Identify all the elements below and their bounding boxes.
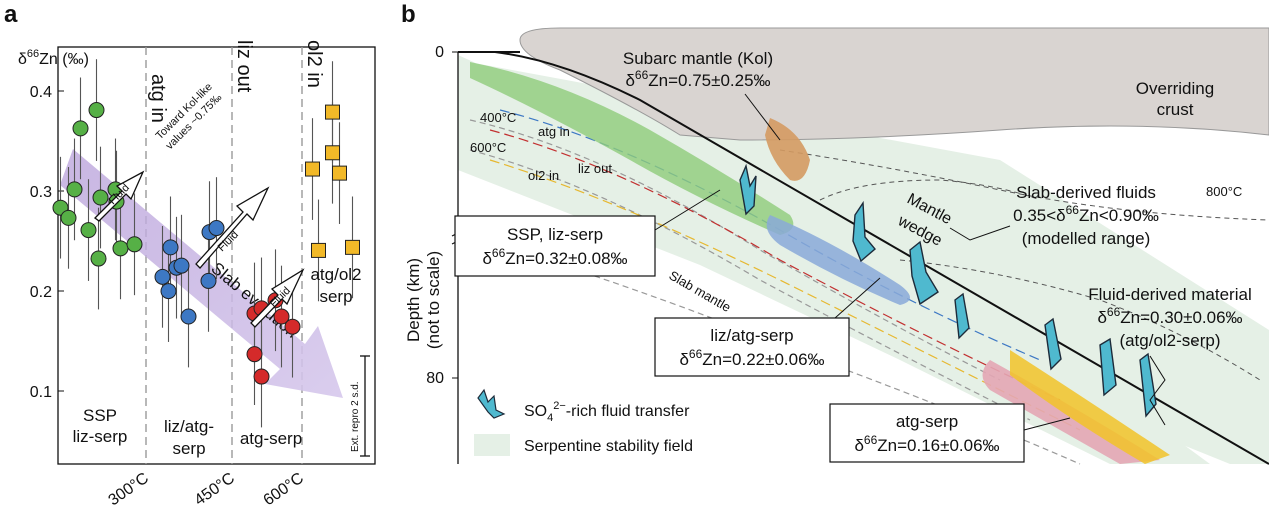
data-point [92, 189, 109, 206]
phase-label-atg-in: atg in [147, 74, 169, 123]
y-axis-title-b-2: (not to scale) [424, 251, 443, 349]
box-liz-value: δ66Zn=0.22±0.06‰ [679, 347, 824, 369]
data-point [72, 120, 89, 137]
group-label-atg: atg-serp [240, 429, 302, 448]
fluids-label-2: 0.35<δ66Zn<0.90‰ [1013, 203, 1159, 225]
ytick-0.1: 0.1 [30, 384, 52, 401]
data-point [154, 268, 171, 285]
data-point [160, 283, 177, 300]
box-liz-title: liz/atg-serp [710, 326, 793, 345]
slab-top-line [458, 51, 1269, 465]
data-point [332, 165, 347, 181]
fluids-leader [949, 225, 1011, 241]
data-markers [52, 102, 360, 385]
ytick-0.3: 0.3 [30, 184, 52, 201]
fluid-arrow-2 [195, 186, 270, 269]
data-point [311, 242, 326, 258]
subarc-leader [744, 93, 781, 141]
plot-a-frame [57, 46, 376, 465]
fdm-label-2: δ66Zn=0.30±0.06‰ [1097, 305, 1242, 327]
box-atg: atg-serp δ66Zn=0.16±0.06‰ [829, 403, 1071, 463]
data-point [200, 272, 217, 289]
ext-repro-bar: Ext. repro 2 s.d. [350, 355, 370, 457]
fdm-leader [1149, 355, 1166, 426]
data-point [273, 308, 290, 325]
group-label-ssp-2: liz-serp [73, 427, 128, 446]
data-point [162, 239, 179, 256]
data-point [66, 181, 83, 198]
isotherm-800: 800°C [1206, 184, 1242, 199]
temp-label-450: 450°C [192, 470, 238, 510]
fluid-transfer-icon [477, 388, 506, 419]
legend-fluid-label: SO42−-rich fluid transfer [524, 400, 690, 424]
slab-evolution-arrow [60, 149, 343, 398]
box-ssp-value: δ66Zn=0.32±0.08‰ [482, 246, 627, 268]
phase-label-liz-out: liz out [233, 40, 255, 93]
fluid-arrow-3 [250, 268, 305, 328]
panel-b: b [401, 1, 1269, 465]
fdm-label-3: (atg/ol2-serp) [1119, 331, 1220, 350]
data-point [325, 145, 340, 161]
fluids-label-1: Slab-derived fluids [1016, 183, 1156, 202]
group-label-lizatg-1: liz/atg- [164, 417, 214, 436]
panel-a: a δ66Zn (‰) 0.4 0.3 0.2 0.1 atg in liz o… [4, 1, 376, 510]
box-atg-title: atg-serp [896, 412, 958, 431]
box-atg-value: δ66Zn=0.16±0.06‰ [854, 433, 999, 455]
box-liz: liz/atg-serp δ66Zn=0.22±0.06‰ [654, 277, 881, 377]
temp-label-600: 600°C [261, 470, 307, 510]
panel-b-label: b [401, 1, 416, 28]
y-axis-title-a: δ66Zn (‰) [18, 48, 89, 68]
subarc-title: Subarc mantle (Kol) [623, 49, 773, 68]
data-point [112, 240, 129, 257]
phase-label-ol2-in: ol2 in [303, 40, 325, 88]
data-point [126, 236, 143, 253]
subarc-value: δ66Zn=0.75±0.25‰ [625, 68, 770, 90]
group-label-ssp-1: SSP [83, 406, 117, 425]
data-point [284, 318, 301, 335]
data-point [88, 102, 105, 119]
overriding-label-1: Overriding [1136, 79, 1214, 98]
temp-label-300: 300°C [106, 470, 152, 510]
serpentinite-bodies [470, 62, 1170, 464]
group-label-ol2-1: atg/ol2 [310, 265, 361, 284]
ytick-0.2: 0.2 [30, 284, 52, 301]
group-label-ol2-2: serp [319, 287, 352, 306]
y-ticks-a: 0.4 0.3 0.2 0.1 [30, 84, 64, 401]
isotherm-400: 400°C [480, 110, 516, 125]
data-point [90, 250, 107, 267]
fluids-label-3: (modelled range) [1022, 229, 1151, 248]
fluid-veins [739, 163, 1157, 418]
ytick-b-80-label: 80 [426, 370, 444, 387]
group-label-lizatg-2: serp [172, 439, 205, 458]
data-point [208, 220, 225, 237]
data-point [60, 209, 77, 226]
isotherm-600: 600°C [470, 140, 506, 155]
y-axis-title-b-1: Depth (km) [404, 258, 423, 342]
data-point [80, 222, 97, 239]
data-point [345, 239, 360, 255]
phase-atg-in-b: atg in [538, 124, 570, 139]
serp-field-swatch [474, 434, 510, 456]
phase-ol2-in-b: ol2 in [528, 168, 559, 183]
phase-liz-out-b: liz out [578, 161, 612, 176]
legend-b: SO42−-rich fluid transfer Serpentine sta… [474, 388, 693, 456]
legend-serp-label: Serpentine stability field [524, 438, 693, 455]
data-point [305, 161, 320, 177]
overriding-label-2: crust [1157, 100, 1194, 119]
fdm-label-1: Fluid-derived material [1088, 285, 1251, 304]
box-ssp: SSP, liz-serp δ66Zn=0.32±0.08‰ [454, 189, 721, 277]
fluid-arrow-1 [94, 170, 145, 222]
box-ssp-title: SSP, liz-serp [507, 225, 603, 244]
data-point [246, 346, 263, 363]
ytick-0.4: 0.4 [30, 84, 52, 101]
data-point [180, 308, 197, 325]
ext-repro-label: Ext. repro 2 s.d. [350, 381, 361, 452]
data-point [253, 368, 270, 385]
panel-a-label: a [4, 1, 18, 28]
data-point [173, 257, 190, 274]
ytick-b-0-label: 0 [435, 44, 444, 61]
data-point [325, 104, 340, 120]
